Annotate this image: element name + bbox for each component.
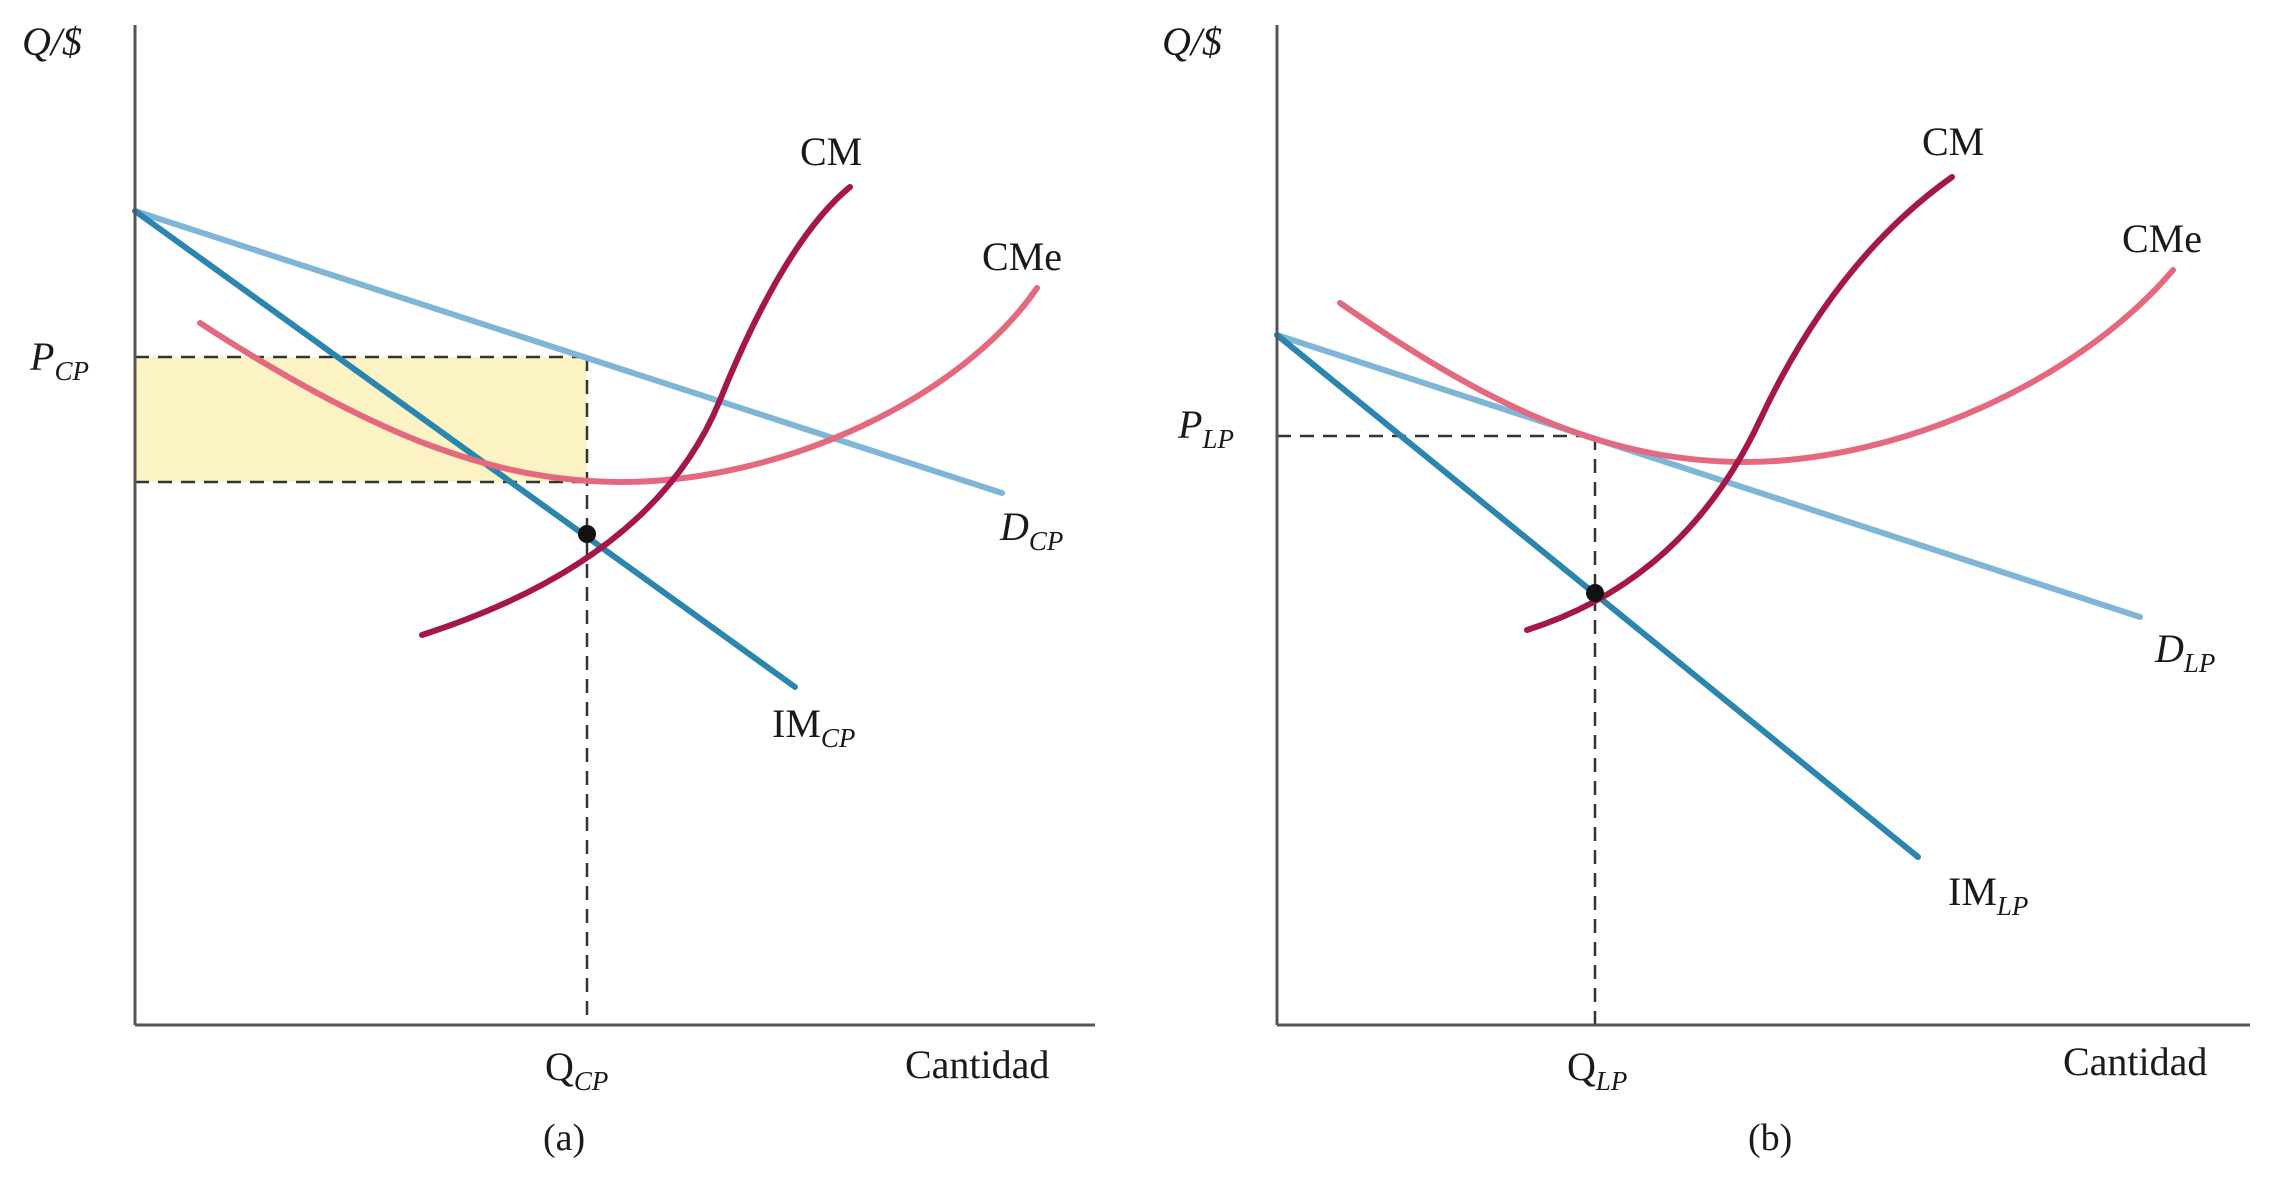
marginal-cost-curve-b xyxy=(1524,174,1955,633)
panel-a: Q/$ Cantidad (a) PCP QCP CM CMe DCP IMCP xyxy=(22,19,1095,1159)
average-cost-label-b: CMe xyxy=(2122,216,2202,261)
equilibrium-point-b xyxy=(1586,584,1604,602)
marginal-cost-curve-a xyxy=(419,184,853,638)
x-axis-label-b: Cantidad xyxy=(2063,1039,2207,1084)
average-cost-curve-a xyxy=(197,285,1040,486)
demand-curve-b xyxy=(1274,332,2143,620)
demand-curve-a xyxy=(132,208,1005,496)
marginal-revenue-label-a: IMCP xyxy=(772,701,855,753)
quantity-label-a: QCP xyxy=(545,1044,608,1096)
demand-label-b: DLP xyxy=(2154,626,2215,678)
y-axis-label-b: Q/$ xyxy=(1162,19,1222,64)
quantity-label-b: QLP xyxy=(1567,1044,1627,1096)
y-axis-label-a: Q/$ xyxy=(22,19,82,64)
marginal-revenue-label-b: IMLP xyxy=(1948,869,2028,921)
profit-area-a xyxy=(135,357,587,482)
marginal-cost-label-b: CM xyxy=(1922,119,1984,164)
marginal-cost-label-a: CM xyxy=(800,129,862,174)
panel-b: Q/$ Cantidad (b) PLP QLP CM CMe DLP IMLP xyxy=(1162,19,2250,1159)
price-label-b: PLP xyxy=(1177,402,1234,454)
caption-b: (b) xyxy=(1748,1117,1792,1159)
demand-label-a: DCP xyxy=(999,504,1063,556)
caption-a: (a) xyxy=(543,1117,585,1159)
average-cost-label-a: CMe xyxy=(982,234,1062,279)
average-cost-curve-b xyxy=(1337,267,2176,466)
equilibrium-point-a xyxy=(578,525,596,543)
x-axis-label-a: Cantidad xyxy=(905,1042,1049,1087)
marginal-revenue-curve-a xyxy=(132,208,798,690)
price-label-a: PCP xyxy=(29,334,89,386)
